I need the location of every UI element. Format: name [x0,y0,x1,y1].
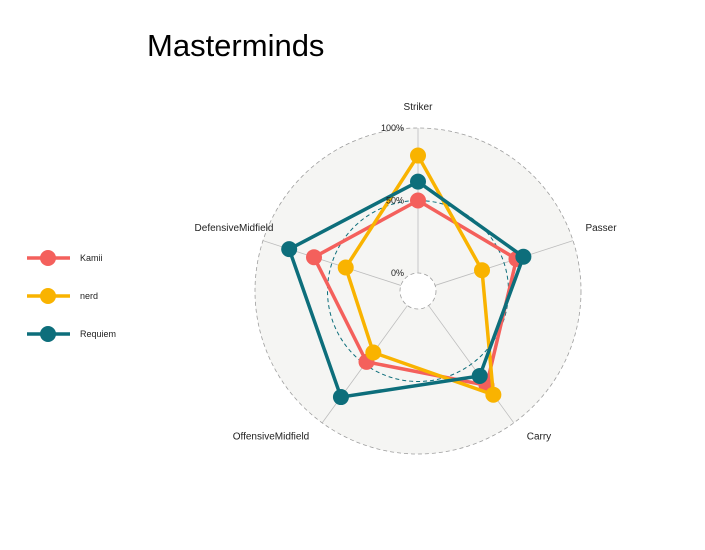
data-point-nerd [410,147,426,164]
grid-label: 50% [386,196,404,206]
chart-title: Masterminds [147,28,325,63]
data-point-requiem [410,173,426,190]
data-point-nerd [365,344,382,361]
legend-label-nerd: nerd [80,291,98,301]
axis-label-passer: Passer [585,223,617,234]
radar-background [254,127,582,454]
data-point-requiem [515,248,532,265]
grid-circle [399,272,437,310]
data-point-kamii [306,249,323,266]
legend-swatch-point [40,250,56,266]
series-line-kamii [312,198,519,388]
data-point-kamii [410,192,426,209]
legend-swatch-point [40,288,56,304]
axis-label-carry: Carry [527,432,551,443]
series-line-requiem [287,179,526,399]
axis-label-striker: Striker [404,102,434,113]
data-point-requiem [471,367,488,384]
axis-label-offensivemidfield: OffensiveMidfield [233,432,310,443]
grid-circle [254,127,582,455]
data-point-requiem [332,389,349,406]
data-point-nerd [474,262,491,279]
data-point-requiem [281,241,298,258]
legend-swatch-point [40,326,56,342]
data-point-nerd [337,259,354,276]
series-line-nerd [343,153,496,397]
legend-label-kamii: Kamii [80,253,103,263]
axis-label-defensivemidfield: DefensiveMidfield [195,223,274,234]
legend-label-requiem: Requiem [80,329,116,339]
grid-label: 100% [381,123,404,133]
grid-label: 0% [391,268,404,278]
data-point-nerd [485,386,502,403]
